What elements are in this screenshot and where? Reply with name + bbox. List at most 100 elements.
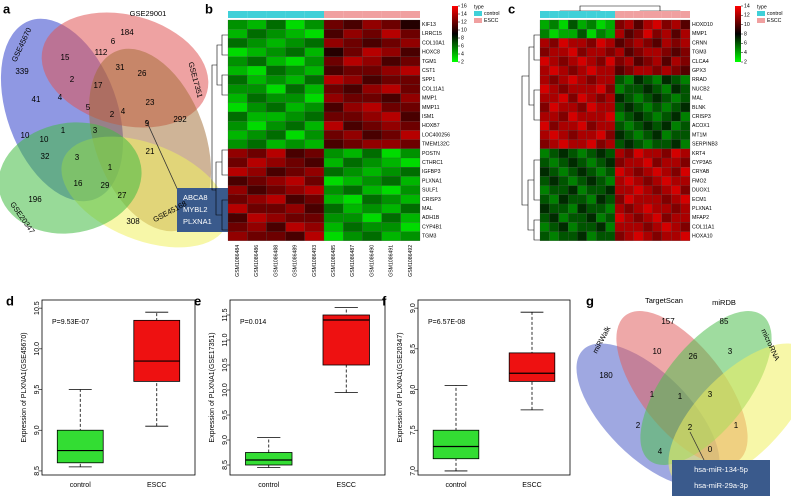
heat-cell — [643, 111, 653, 122]
heat-cell — [323, 139, 344, 149]
heat-cell — [643, 121, 653, 131]
heat-cell — [614, 222, 625, 232]
gene-label: MFAP2 — [692, 215, 709, 221]
heat-cell — [577, 38, 587, 48]
gene-label: TMEM132C — [422, 142, 450, 148]
heat-cell — [643, 56, 653, 67]
heat-cell — [247, 130, 267, 140]
heat-cell — [539, 203, 550, 214]
panel-label: c — [508, 1, 515, 16]
legend-label: control — [767, 11, 783, 17]
heat-cell — [614, 121, 625, 131]
heat-cell — [605, 194, 616, 205]
heat-cell — [596, 222, 606, 232]
gene-label: TGM3 — [692, 50, 707, 56]
heat-cell — [680, 56, 691, 67]
heat-cell — [362, 38, 382, 48]
heat-cell — [661, 121, 672, 131]
heat-cell — [285, 93, 305, 103]
heat-cell — [400, 65, 421, 76]
heat-cell — [680, 203, 691, 214]
heat-cell — [586, 167, 597, 177]
heat-cell — [266, 185, 286, 195]
heat-cell — [586, 111, 597, 122]
gene-label: CYP3A5 — [692, 160, 712, 166]
heat-cell — [343, 148, 363, 159]
heat-cell — [304, 56, 325, 67]
heat-cell — [671, 111, 681, 122]
heat-cell — [227, 185, 248, 195]
annotation: P=0.014 — [240, 319, 266, 326]
heat-cell — [624, 19, 634, 30]
heat-cell — [400, 19, 421, 30]
venn-count: 2 — [688, 423, 693, 432]
heat-cell — [558, 65, 569, 76]
heat-cell — [671, 65, 681, 76]
heat-cell — [568, 231, 578, 241]
heat-cell — [549, 102, 559, 113]
heat-cell — [661, 84, 672, 94]
heat-cell — [362, 47, 382, 57]
set-label: TargetScan — [645, 296, 683, 305]
heat-cell — [381, 56, 401, 67]
heat-cell — [568, 111, 578, 122]
venn-set — [640, 311, 772, 465]
heat-cell — [343, 56, 363, 67]
heat-cell — [549, 65, 559, 76]
heat-cell — [362, 65, 382, 76]
colorbar — [735, 6, 741, 62]
heat-cell — [652, 194, 662, 205]
heat-cell — [643, 93, 653, 103]
heat-cell — [624, 176, 634, 186]
heat-cell — [680, 75, 691, 85]
heat-cell — [227, 167, 248, 177]
x-tick-label: ESCC — [522, 482, 541, 489]
heat-cell — [671, 194, 681, 205]
colorbar-label: 12 — [744, 13, 750, 19]
gene-label: TGM1 — [422, 59, 437, 65]
heat-cell — [596, 203, 606, 214]
colorbar-label: 4 — [744, 50, 747, 56]
type-bar — [643, 11, 653, 18]
heat-cell — [227, 203, 248, 214]
heat-cell — [661, 19, 672, 30]
heat-cell — [381, 38, 401, 48]
heat-cell — [652, 185, 662, 195]
heat-cell — [323, 47, 344, 57]
heat-cell — [652, 65, 662, 76]
venn-count: 184 — [120, 28, 134, 37]
heat-cell — [643, 75, 653, 85]
gene-label: MMP1 — [692, 31, 707, 37]
heat-cell — [605, 56, 616, 67]
heat-cell — [605, 19, 616, 30]
heat-cell — [558, 167, 569, 177]
type-bar — [568, 11, 578, 18]
heat-cell — [614, 185, 625, 195]
heat-cell — [661, 102, 672, 113]
heat-cell — [586, 157, 597, 168]
heat-cell — [362, 102, 382, 113]
heat-cell — [227, 213, 248, 223]
heat-cell — [362, 84, 382, 94]
heat-cell — [568, 93, 578, 103]
heat-cell — [227, 19, 248, 30]
heat-cell — [343, 84, 363, 94]
heat-cell — [549, 29, 559, 39]
heat-cell — [558, 203, 569, 214]
heat-cell — [624, 167, 634, 177]
heat-cell — [400, 75, 421, 85]
heat-cell — [558, 213, 569, 223]
heat-cell — [381, 121, 401, 131]
heat-cell — [400, 111, 421, 122]
heat-cell — [362, 29, 382, 39]
heat-cell — [285, 222, 305, 232]
heat-cell — [568, 203, 578, 214]
heat-cell — [381, 102, 401, 113]
heat-cell — [577, 167, 587, 177]
venn-count: 17 — [94, 81, 103, 90]
heat-cell — [577, 93, 587, 103]
heat-cell — [680, 167, 691, 177]
heat-cell — [549, 84, 559, 94]
heat-cell — [633, 65, 644, 76]
heat-cell — [381, 194, 401, 205]
